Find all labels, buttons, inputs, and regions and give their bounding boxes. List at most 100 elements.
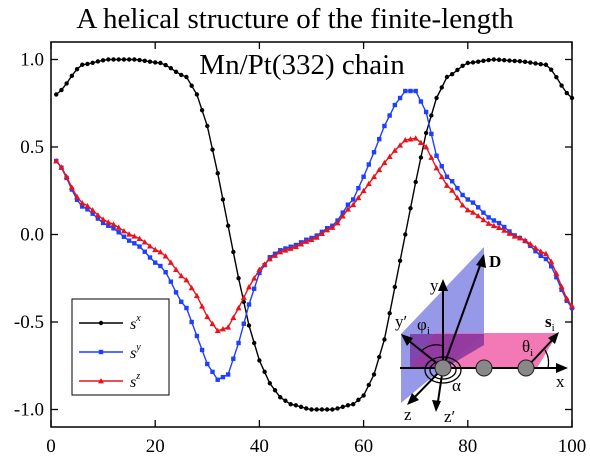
data-point-z	[282, 247, 289, 253]
data-point-z	[173, 266, 180, 272]
label-s: si	[545, 312, 555, 334]
data-point-x	[147, 59, 153, 64]
data-point-x	[408, 206, 413, 211]
label-phi: φi	[417, 315, 430, 337]
data-point-x	[569, 95, 575, 101]
data-point-z	[542, 250, 549, 257]
y-tick-label: 1.0	[20, 50, 44, 71]
data-point-x	[517, 59, 523, 64]
data-point-y	[496, 220, 502, 226]
data-point-x	[137, 57, 142, 63]
data-point-y	[194, 333, 200, 339]
atom-2	[475, 359, 493, 377]
data-point-z	[298, 241, 305, 247]
atom-1	[434, 359, 452, 377]
label-theta-sub: i	[530, 347, 533, 359]
data-point-x	[449, 72, 455, 77]
data-point-y	[241, 321, 246, 326]
data-point-y	[387, 113, 392, 118]
data-point-y	[481, 210, 486, 215]
legend-label-z: sz	[130, 371, 140, 391]
data-point-x	[85, 61, 90, 67]
data-point-x	[418, 155, 424, 160]
data-point-x	[434, 95, 439, 101]
data-point-y	[153, 260, 158, 265]
label-s-main: s	[545, 312, 552, 331]
data-point-y	[215, 377, 220, 382]
data-point-z	[178, 272, 185, 279]
data-point-x	[80, 62, 85, 67]
data-point-z	[266, 256, 273, 262]
data-point-y	[350, 197, 356, 202]
data-point-z	[272, 252, 279, 258]
y-tick-label: -1.0	[14, 400, 44, 421]
data-point-x	[470, 60, 476, 65]
legend-label-x: sx	[130, 313, 141, 333]
data-point-x	[533, 61, 538, 66]
data-point-x	[158, 60, 163, 66]
series-line-y	[55, 90, 573, 381]
data-point-z	[428, 154, 435, 160]
data-point-x	[387, 311, 392, 316]
data-point-y	[199, 347, 205, 353]
data-point-z	[303, 238, 310, 244]
data-point-z	[459, 202, 466, 208]
data-point-z	[199, 303, 206, 309]
legend-box	[71, 298, 170, 396]
z-prime-arrow-head	[432, 400, 441, 412]
data-point-z	[480, 216, 487, 223]
data-point-z	[183, 277, 190, 283]
data-point-x	[215, 171, 220, 176]
data-point-z	[79, 200, 86, 206]
data-point-x	[403, 232, 408, 237]
data-point-z	[339, 213, 346, 219]
x-arrow-head	[556, 363, 568, 373]
data-point-x	[554, 74, 559, 80]
data-point-x	[121, 57, 127, 62]
data-point-z	[157, 249, 164, 255]
data-point-z	[152, 246, 159, 253]
label-y: y	[430, 276, 439, 295]
data-point-z	[350, 201, 357, 208]
data-point-x	[100, 58, 106, 63]
data-point-x	[564, 90, 569, 96]
data-point-x	[64, 81, 69, 86]
data-point-y	[74, 197, 80, 202]
data-point-y	[231, 356, 236, 361]
data-point-z	[261, 261, 268, 267]
y-arrow-head	[438, 279, 448, 291]
x-tick-label: 40	[250, 436, 269, 457]
data-point-x	[481, 58, 486, 64]
legend-label-sup: y	[135, 342, 141, 353]
data-point-z	[115, 224, 122, 230]
data-point-z	[360, 187, 367, 194]
legend-label-sup: x	[135, 313, 141, 324]
data-point-x	[189, 83, 194, 88]
data-point-y	[392, 102, 398, 108]
data-point-z	[558, 283, 565, 290]
data-point-z	[490, 222, 497, 229]
data-point-z	[167, 259, 174, 265]
data-point-x	[199, 108, 205, 113]
data-point-z	[63, 173, 70, 180]
data-point-x	[543, 62, 549, 67]
data-point-x	[293, 403, 299, 408]
data-point-y	[168, 279, 174, 284]
data-point-y	[132, 241, 137, 246]
data-point-z	[391, 147, 398, 153]
data-point-z	[470, 209, 477, 215]
data-point-y	[251, 286, 257, 291]
data-point-z	[74, 193, 81, 200]
legend-label-base: s	[130, 345, 136, 362]
theta-arc	[544, 349, 550, 369]
data-point-z	[454, 194, 461, 201]
data-point-x	[496, 57, 502, 62]
data-point-y	[158, 263, 163, 269]
x-tick-label: 20	[146, 436, 165, 457]
data-point-y	[470, 200, 476, 205]
data-point-z	[230, 314, 237, 321]
legend-label-base: s	[130, 316, 136, 333]
x-tick-label: 100	[558, 436, 587, 457]
data-point-y	[538, 253, 543, 259]
data-point-z	[68, 184, 75, 190]
